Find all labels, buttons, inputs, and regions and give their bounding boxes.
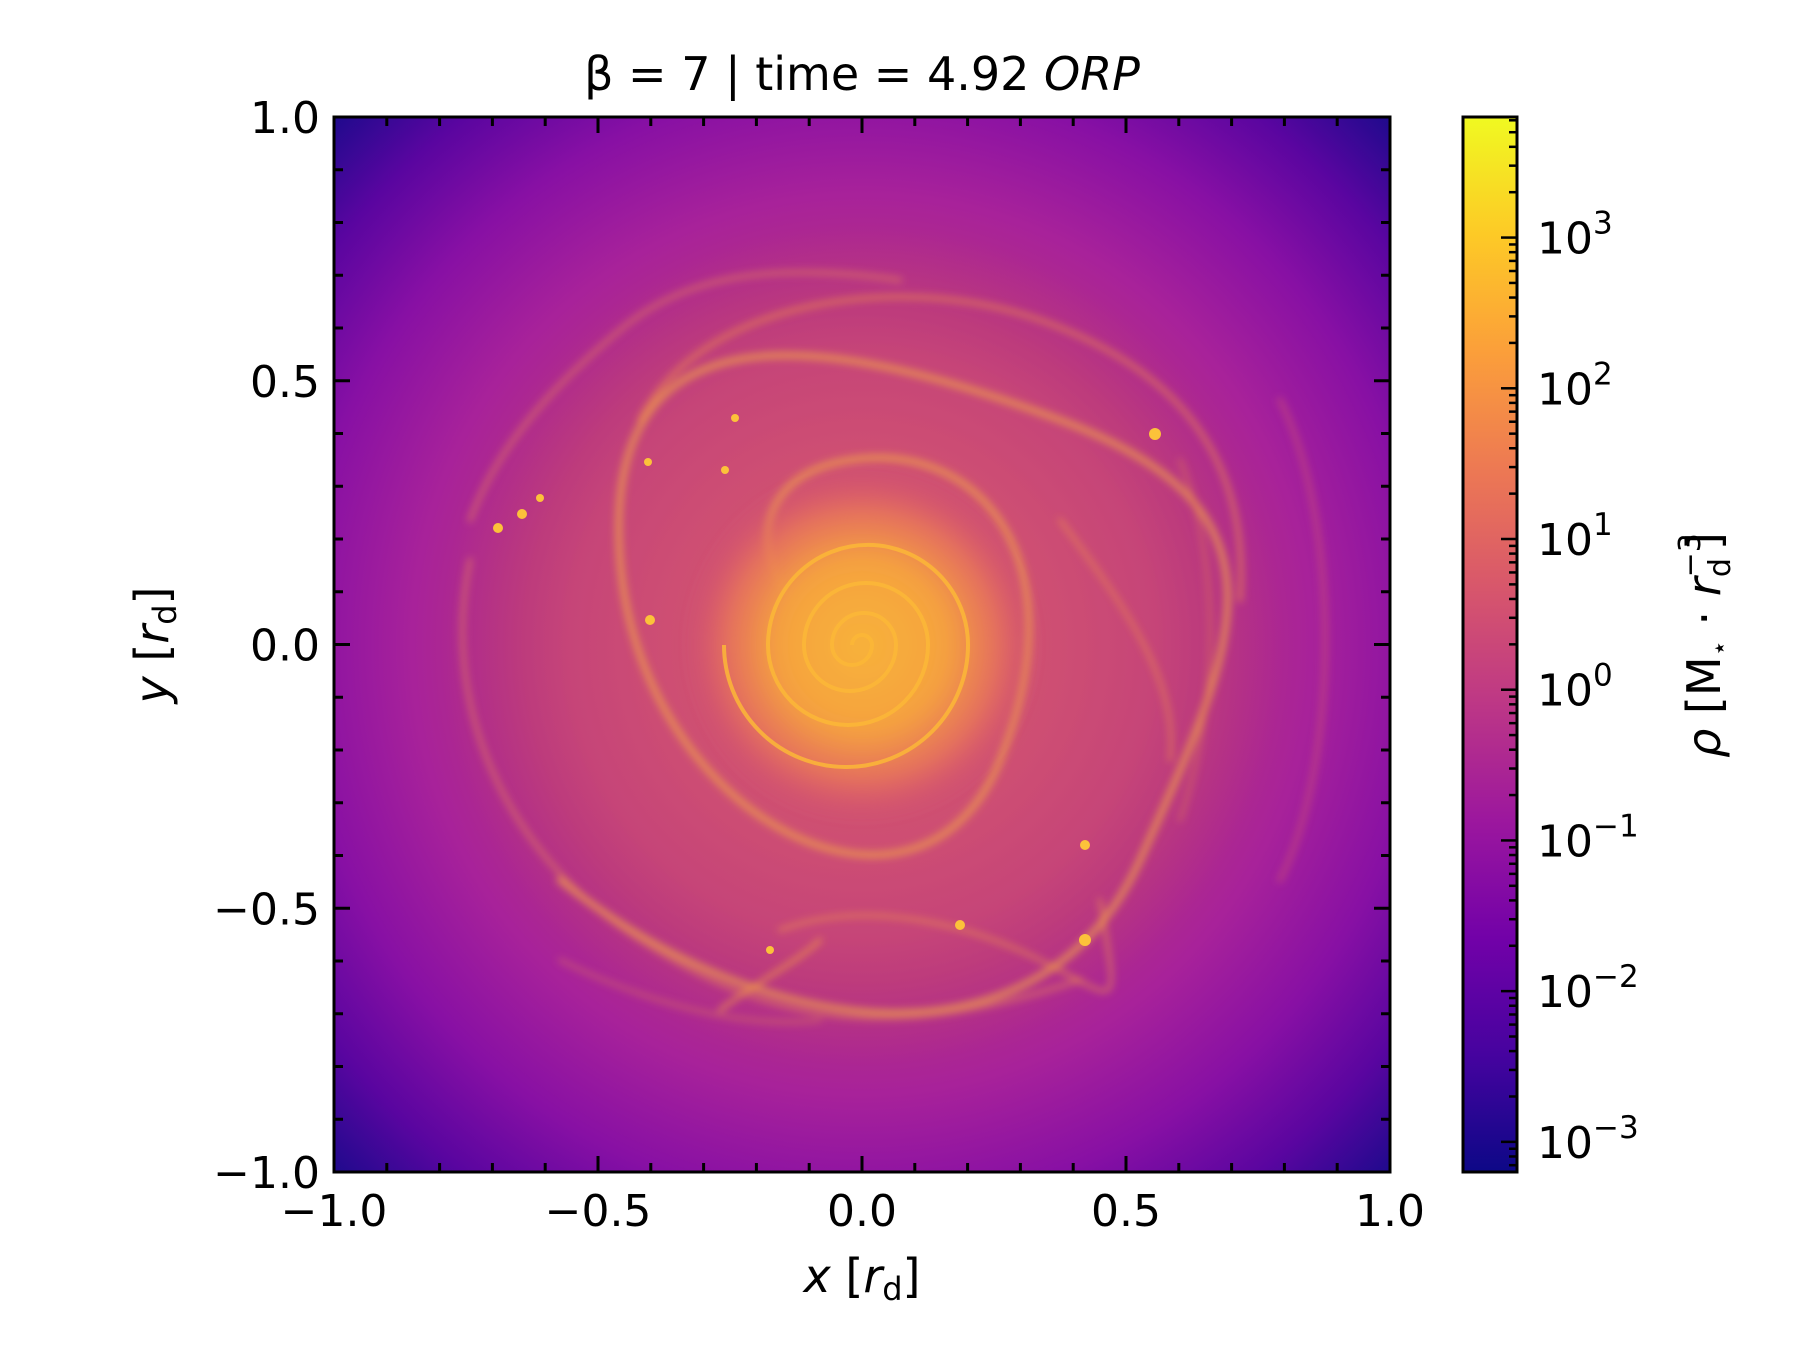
cb-tick-exp: 2 (1593, 356, 1613, 392)
cb-label-close: ] (1677, 532, 1731, 550)
cb-tick-exp: 0 (1593, 658, 1613, 694)
y-label-close: ] (125, 587, 179, 605)
colorbar-tick-label: 10−2 (1537, 959, 1639, 1018)
y-tick-label: −1.0 (213, 1148, 320, 1199)
colorbar-tick-label: 102 (1537, 356, 1613, 415)
x-label-open: [ (831, 1249, 864, 1303)
cb-tick-exp: −2 (1593, 959, 1639, 995)
colorbar-tick-label: 100 (1537, 658, 1613, 717)
colorbar-tick-label: 103 (1537, 206, 1613, 265)
colorbar-label: ρ [M⋆ · r−3d] (1673, 532, 1738, 758)
cb-tick-exp: 3 (1593, 206, 1613, 242)
x-tick-label: −0.5 (545, 1186, 652, 1237)
y-tick-label: −0.5 (213, 884, 320, 935)
y-tick-label: 0.5 (250, 357, 320, 408)
x-tick-label: 0.0 (827, 1186, 897, 1237)
density-map (334, 117, 1390, 1172)
x-tick-label: 1.0 (1355, 1186, 1425, 1237)
title-time: | time = 4.92 (711, 47, 1045, 102)
x-label-sym: r (863, 1249, 885, 1303)
y-label-sym: r (125, 622, 179, 644)
plot-frame (332, 115, 1392, 1174)
x-tick-label: −1.0 (281, 1186, 388, 1237)
core-spiral (722, 543, 971, 769)
cb-tick-base: 10 (1537, 816, 1593, 867)
x-label-close: ] (903, 1249, 921, 1303)
chart-title: β = 7 | time = 4.92 ORP (584, 47, 1140, 102)
y-label-var: y (125, 676, 179, 706)
cb-label-dot: · (1677, 596, 1731, 640)
cb-tick-exp: 1 (1593, 507, 1613, 543)
y-axis-label: y [rd] (125, 587, 184, 706)
x-axis-label: x [rd] (802, 1249, 921, 1308)
cb-tick-base: 10 (1537, 364, 1593, 415)
clumps (493, 414, 1161, 954)
y-label-sub: d (146, 604, 184, 624)
cb-label-sup: −3 (1673, 533, 1708, 577)
cb-label-sub: d (1703, 558, 1738, 577)
cb-tick-base: 10 (1537, 666, 1593, 717)
cb-tick-base: 10 (1537, 967, 1593, 1018)
cb-label-star: ⋆ (1705, 640, 1735, 656)
x-label-var: x (802, 1249, 832, 1303)
cb-tick-exp: −1 (1593, 808, 1639, 844)
colorbar (1463, 117, 1517, 1172)
cb-tick-base: 10 (1537, 214, 1593, 265)
y-tick-label: 0.0 (250, 621, 320, 672)
y-tick-label: 1.0 (250, 93, 320, 144)
spiral-arms (460, 269, 1328, 1024)
title-beta: β = 7 (584, 47, 710, 101)
plot-axes: −1.0 −0.5 0.0 0.5 1.0 −1.0 −0.5 0.0 0.5 1.0 (213, 93, 1425, 1237)
cb-label-rho: ρ (1677, 729, 1731, 758)
cb-tick-base: 10 (1537, 1118, 1593, 1169)
colorbar-tick-label: 10−3 (1537, 1110, 1639, 1169)
cb-tick-exp: −3 (1593, 1110, 1639, 1146)
title-unit: ORP (1044, 47, 1140, 101)
cb-label-sym: r (1677, 574, 1731, 596)
colorbar-tick-label: 101 (1537, 507, 1613, 566)
y-label-open: [ (125, 644, 179, 677)
colorbar-frame (1461, 115, 1519, 1174)
x-label-sub: d (882, 1270, 902, 1308)
x-tick-label: 0.5 (1091, 1186, 1161, 1237)
colorbar-tick-label: 10−1 (1537, 808, 1639, 867)
cb-tick-base: 10 (1537, 515, 1593, 566)
cb-label-open: [M (1677, 656, 1731, 728)
